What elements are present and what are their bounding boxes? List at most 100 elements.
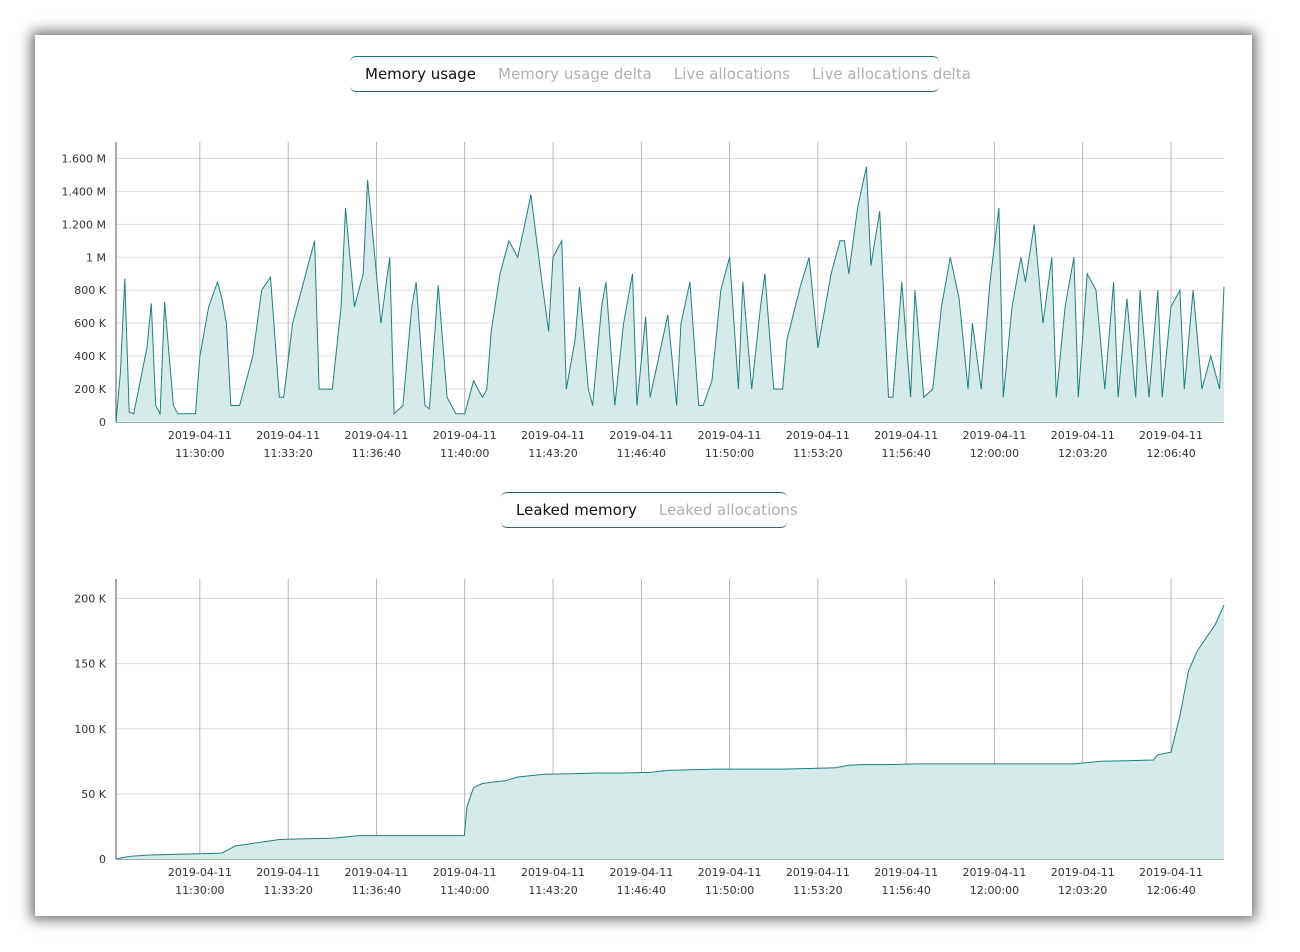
x-tick-time: 11:50:00 <box>705 447 754 460</box>
x-tick-date: 2019-04-11 <box>344 866 408 879</box>
x-tick-time: 11:36:40 <box>352 447 401 460</box>
x-tick-date: 2019-04-11 <box>256 866 320 879</box>
x-tick-label: 2019-04-11 11:50:00 <box>698 429 762 460</box>
tab-memory-usage-delta[interactable]: Memory usage delta <box>498 65 652 83</box>
x-tick-time: 12:06:40 <box>1146 884 1195 897</box>
y-tick-label: 200 K <box>74 383 106 396</box>
x-tick-label: 2019-04-11 11:56:40 <box>874 429 938 460</box>
series-area <box>116 166 1224 422</box>
x-tick-date: 2019-04-11 <box>1139 429 1203 442</box>
x-tick-label: 2019-04-11 11:40:00 <box>433 866 497 897</box>
y-tick-label: 50 K <box>81 788 106 801</box>
x-tick-label: 2019-04-11 11:30:00 <box>168 429 232 460</box>
x-tick-time: 11:33:20 <box>263 447 312 460</box>
x-tick-date: 2019-04-11 <box>874 429 938 442</box>
x-tick-date: 2019-04-11 <box>786 866 850 879</box>
x-tick-label: 2019-04-11 11:43:20 <box>521 429 585 460</box>
profiler-window: Memory usage Memory usage delta Live all… <box>35 35 1252 916</box>
tab-leaked-allocations[interactable]: Leaked allocations <box>658 501 798 519</box>
x-tick-date: 2019-04-11 <box>962 429 1026 442</box>
x-tick-date: 2019-04-11 <box>521 429 585 442</box>
x-tick-date: 2019-04-11 <box>1051 866 1115 879</box>
tab-memory-usage[interactable]: Memory usage <box>365 65 477 83</box>
x-tick-label: 2019-04-11 11:33:20 <box>256 866 320 897</box>
y-tick-label: 1.200 M <box>62 218 106 231</box>
tab-live-allocations[interactable]: Live allocations <box>673 65 790 83</box>
x-tick-time: 12:00:00 <box>970 884 1019 897</box>
x-tick-label: 2019-04-11 12:03:20 <box>1051 866 1115 897</box>
x-tick-date: 2019-04-11 <box>609 429 673 442</box>
x-tick-label: 2019-04-11 11:40:00 <box>433 429 497 460</box>
series-area <box>116 605 1224 859</box>
tab-live-allocations-delta[interactable]: Live allocations delta <box>811 65 971 83</box>
x-tick-time: 11:40:00 <box>440 884 489 897</box>
x-tick-time: 11:46:40 <box>617 884 666 897</box>
x-tick-time: 12:03:20 <box>1058 447 1107 460</box>
x-tick-time: 11:43:20 <box>528 447 577 460</box>
x-tick-label: 2019-04-11 12:06:40 <box>1139 429 1203 460</box>
x-tick-time: 11:30:00 <box>175 884 224 897</box>
x-tick-date: 2019-04-11 <box>962 866 1026 879</box>
x-tick-time: 11:43:20 <box>528 884 577 897</box>
x-tick-date: 2019-04-11 <box>698 866 762 879</box>
x-tick-time: 11:56:40 <box>881 447 930 460</box>
series-line <box>115 166 1225 423</box>
y-tick-label: 1.600 M <box>62 152 106 165</box>
x-tick-time: 11:36:40 <box>352 884 401 897</box>
x-tick-time: 12:00:00 <box>970 447 1019 460</box>
x-tick-label: 2019-04-11 11:46:40 <box>609 429 673 460</box>
y-tick-label: 400 K <box>74 350 106 363</box>
x-tick-date: 2019-04-11 <box>168 866 232 879</box>
x-tick-date: 2019-04-11 <box>433 429 497 442</box>
x-tick-date: 2019-04-11 <box>609 866 673 879</box>
x-tick-date: 2019-04-11 <box>1139 866 1203 879</box>
x-tick-date: 2019-04-11 <box>786 429 850 442</box>
y-tick-label: 1.400 M <box>62 185 106 198</box>
x-tick-time: 11:56:40 <box>881 884 930 897</box>
memory-usage-chart: 0 200 K 400 K 600 K 800 K 1 M 1.200 M 1.400 M 1.… <box>62 142 1225 460</box>
x-tick-label: 2019-04-11 11:50:00 <box>698 866 762 897</box>
x-tick-label: 2019-04-11 11:36:40 <box>344 429 408 460</box>
x-tick-date: 2019-04-11 <box>1051 429 1115 442</box>
y-tick-label: 600 K <box>74 317 106 330</box>
x-tick-label: 2019-04-11 11:53:20 <box>786 429 850 460</box>
x-tick-label: 2019-04-11 11:46:40 <box>609 866 673 897</box>
x-tick-time: 11:33:20 <box>263 884 312 897</box>
x-tick-time: 11:30:00 <box>175 447 224 460</box>
y-tick-label: 150 K <box>74 658 106 671</box>
y-tick-label: 0 <box>99 416 106 429</box>
x-tick-label: 2019-04-11 12:06:40 <box>1139 866 1203 897</box>
x-tick-label: 2019-04-11 11:53:20 <box>786 866 850 897</box>
x-tick-date: 2019-04-11 <box>521 866 585 879</box>
x-tick-time: 11:40:00 <box>440 447 489 460</box>
y-tick-label: 1 M <box>86 251 106 264</box>
x-tick-label: 2019-04-11 11:56:40 <box>874 866 938 897</box>
x-tick-label: 2019-04-11 11:43:20 <box>521 866 585 897</box>
x-tick-date: 2019-04-11 <box>874 866 938 879</box>
leak-tabs: Leaked memory Leaked allocations <box>501 492 798 528</box>
tab-leaked-memory[interactable]: Leaked memory <box>516 501 637 519</box>
y-tick-label: 100 K <box>74 723 106 736</box>
x-tick-label: 2019-04-11 11:36:40 <box>344 866 408 897</box>
x-tick-label: 2019-04-11 12:00:00 <box>962 429 1026 460</box>
x-tick-time: 11:50:00 <box>705 884 754 897</box>
x-tick-time: 11:53:20 <box>793 884 842 897</box>
x-tick-time: 12:06:40 <box>1146 447 1195 460</box>
x-tick-time: 11:46:40 <box>617 447 666 460</box>
x-tick-date: 2019-04-11 <box>344 429 408 442</box>
y-tick-label: 800 K <box>74 284 106 297</box>
x-tick-label: 2019-04-11 11:30:00 <box>168 866 232 897</box>
x-tick-time: 11:53:20 <box>793 447 842 460</box>
x-tick-label: 2019-04-11 12:03:20 <box>1051 429 1115 460</box>
x-tick-date: 2019-04-11 <box>698 429 762 442</box>
x-tick-date: 2019-04-11 <box>168 429 232 442</box>
x-tick-time: 12:03:20 <box>1058 884 1107 897</box>
memory-tabs: Memory usage Memory usage delta Live all… <box>350 56 971 92</box>
x-tick-date: 2019-04-11 <box>256 429 320 442</box>
x-tick-date: 2019-04-11 <box>433 866 497 879</box>
x-tick-label: 2019-04-11 11:33:20 <box>256 429 320 460</box>
x-tick-label: 2019-04-11 12:00:00 <box>962 866 1026 897</box>
y-tick-label: 200 K <box>74 593 106 606</box>
series-line <box>115 604 1225 860</box>
